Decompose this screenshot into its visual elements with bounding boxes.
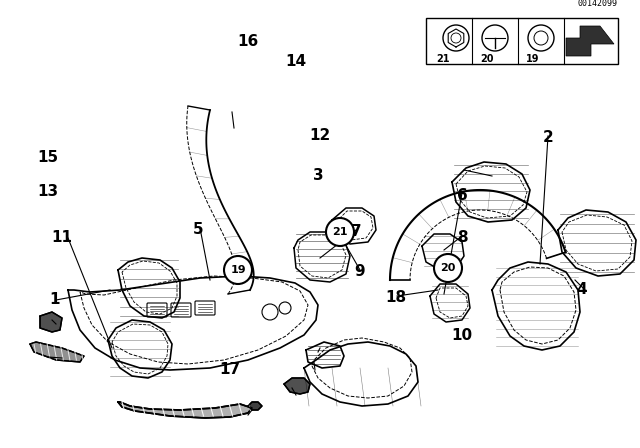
Text: 13: 13 bbox=[37, 185, 59, 199]
Circle shape bbox=[224, 256, 252, 284]
Text: 3: 3 bbox=[313, 168, 323, 182]
Text: 6: 6 bbox=[456, 188, 467, 202]
Polygon shape bbox=[284, 378, 310, 394]
Text: 10: 10 bbox=[451, 327, 472, 343]
Text: 17: 17 bbox=[220, 362, 241, 378]
Text: 00142099: 00142099 bbox=[578, 0, 618, 8]
Text: 14: 14 bbox=[285, 55, 307, 69]
Text: 20: 20 bbox=[480, 54, 493, 64]
FancyBboxPatch shape bbox=[195, 301, 215, 315]
Polygon shape bbox=[30, 342, 84, 362]
Text: 19: 19 bbox=[230, 265, 246, 275]
Text: 11: 11 bbox=[51, 231, 72, 246]
Text: 5: 5 bbox=[193, 223, 204, 237]
Text: 9: 9 bbox=[355, 264, 365, 280]
Circle shape bbox=[326, 218, 354, 246]
Text: 7: 7 bbox=[351, 224, 362, 240]
Text: 16: 16 bbox=[237, 34, 259, 49]
Text: 1: 1 bbox=[50, 293, 60, 307]
Text: 19: 19 bbox=[526, 54, 540, 64]
Text: 18: 18 bbox=[385, 290, 406, 306]
Circle shape bbox=[434, 254, 462, 282]
Text: 20: 20 bbox=[440, 263, 456, 273]
Text: 4: 4 bbox=[577, 283, 588, 297]
FancyBboxPatch shape bbox=[171, 303, 191, 317]
Bar bbox=[426, 18, 618, 64]
Text: 15: 15 bbox=[37, 151, 59, 165]
Polygon shape bbox=[118, 402, 252, 418]
Text: 2: 2 bbox=[543, 130, 554, 146]
Text: 21: 21 bbox=[436, 54, 449, 64]
FancyBboxPatch shape bbox=[147, 303, 167, 317]
Text: 21: 21 bbox=[332, 227, 348, 237]
Polygon shape bbox=[566, 26, 614, 56]
Polygon shape bbox=[40, 312, 62, 332]
Text: 8: 8 bbox=[457, 231, 467, 246]
Text: 12: 12 bbox=[309, 128, 331, 142]
Polygon shape bbox=[248, 402, 262, 410]
